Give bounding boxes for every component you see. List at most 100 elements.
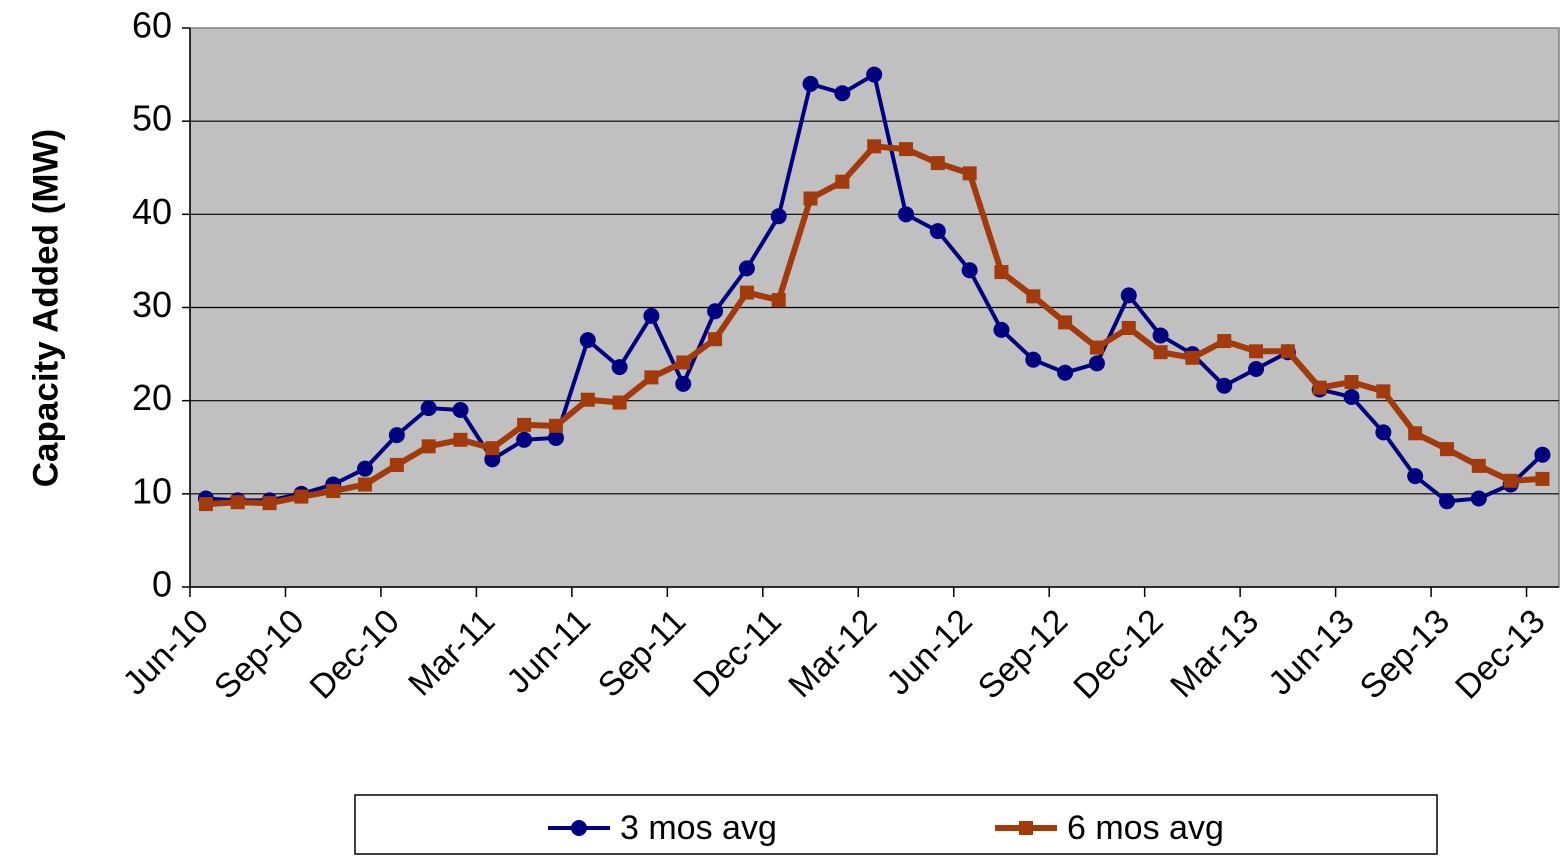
data-point — [1248, 360, 1265, 377]
data-point — [1216, 377, 1233, 394]
data-point — [1217, 334, 1232, 349]
data-point — [1312, 380, 1327, 395]
data-point — [643, 307, 660, 324]
data-point — [517, 417, 532, 432]
data-point — [708, 332, 723, 347]
data-point — [485, 441, 500, 456]
y-axis-label: Capacity Added (MW) — [26, 129, 65, 487]
x-tick-label: Dec-11 — [686, 602, 789, 705]
data-point — [771, 293, 786, 308]
data-point — [1503, 473, 1518, 488]
data-point — [962, 166, 977, 181]
data-point — [899, 142, 914, 157]
data-point — [1089, 340, 1104, 355]
data-point — [452, 401, 469, 418]
data-point — [198, 497, 213, 512]
data-point — [867, 139, 882, 154]
data-point — [516, 431, 533, 448]
data-point — [612, 395, 627, 410]
data-point — [835, 174, 850, 189]
data-point — [420, 400, 437, 417]
data-point — [357, 460, 374, 477]
data-point — [611, 359, 628, 376]
x-tick-label: Mar-11 — [401, 602, 502, 703]
y-tick-label: 40 — [132, 191, 172, 232]
data-point — [1408, 426, 1423, 441]
data-point — [484, 451, 501, 468]
legend-marker — [571, 820, 587, 836]
data-point — [930, 156, 945, 171]
x-tick-label: Jun-12 — [879, 602, 979, 702]
data-point — [1376, 384, 1391, 399]
data-point — [388, 427, 405, 444]
data-point — [803, 191, 818, 206]
data-point — [834, 85, 851, 102]
x-tick-label: Mar-13 — [1163, 602, 1266, 705]
x-tick-label: Sep-11 — [591, 602, 694, 705]
data-point — [230, 495, 245, 510]
x-tick-label: Dec-13 — [1448, 602, 1552, 706]
data-point — [866, 66, 883, 83]
data-point — [1185, 350, 1200, 365]
data-point — [1025, 351, 1042, 368]
data-point — [1344, 375, 1359, 390]
data-point — [707, 303, 724, 320]
data-point — [929, 223, 946, 240]
y-tick-label: 30 — [132, 284, 172, 325]
x-tick-label: Sep-13 — [1353, 602, 1457, 706]
data-point — [1375, 424, 1392, 441]
data-point — [1121, 320, 1136, 335]
data-point — [738, 260, 755, 277]
data-point — [1471, 458, 1486, 473]
data-point — [1120, 287, 1137, 304]
data-point — [898, 206, 915, 223]
data-point — [1407, 468, 1424, 485]
x-tick-label: Sep-12 — [971, 602, 1075, 706]
legend-marker — [1019, 821, 1033, 835]
data-point — [262, 496, 277, 511]
data-point — [1280, 344, 1295, 359]
data-point — [1058, 315, 1073, 330]
data-point — [1088, 355, 1105, 372]
data-point — [548, 418, 563, 433]
x-tick-label: Dec-12 — [1066, 602, 1170, 706]
data-point — [389, 457, 404, 472]
data-point — [421, 439, 436, 454]
data-point — [993, 321, 1010, 338]
y-tick-label: 50 — [132, 98, 172, 139]
data-point — [453, 432, 468, 447]
data-point — [1343, 388, 1360, 405]
y-tick-label: 20 — [132, 377, 172, 418]
data-point — [547, 429, 564, 446]
x-tick-label: Jun-10 — [116, 602, 216, 702]
data-point — [1249, 344, 1264, 359]
data-point — [1470, 490, 1487, 507]
data-point — [326, 484, 341, 499]
x-tick-label: Mar-12 — [781, 602, 884, 705]
data-point — [770, 208, 787, 225]
data-point — [739, 285, 754, 300]
data-point — [1026, 289, 1041, 304]
x-tick-label: Sep-10 — [207, 602, 311, 706]
x-tick-label: Jun-11 — [499, 602, 598, 701]
data-point — [1153, 345, 1168, 360]
legend-label: 6 mos avg — [1067, 809, 1224, 847]
y-tick-label: 60 — [132, 5, 172, 46]
data-point — [675, 375, 692, 392]
data-point — [358, 477, 373, 492]
data-point — [961, 262, 978, 279]
data-point — [1057, 364, 1074, 381]
legend — [354, 794, 1438, 855]
x-tick-label: Jun-13 — [1261, 602, 1361, 702]
data-point — [580, 392, 595, 407]
data-point — [644, 370, 659, 385]
data-point — [1534, 446, 1551, 463]
data-point — [1535, 471, 1550, 486]
data-point — [1152, 327, 1169, 344]
y-tick-label: 10 — [132, 470, 172, 511]
data-point — [579, 332, 596, 349]
data-point — [1438, 493, 1455, 510]
data-point — [676, 355, 691, 370]
y-tick-label: 0 — [152, 564, 172, 605]
